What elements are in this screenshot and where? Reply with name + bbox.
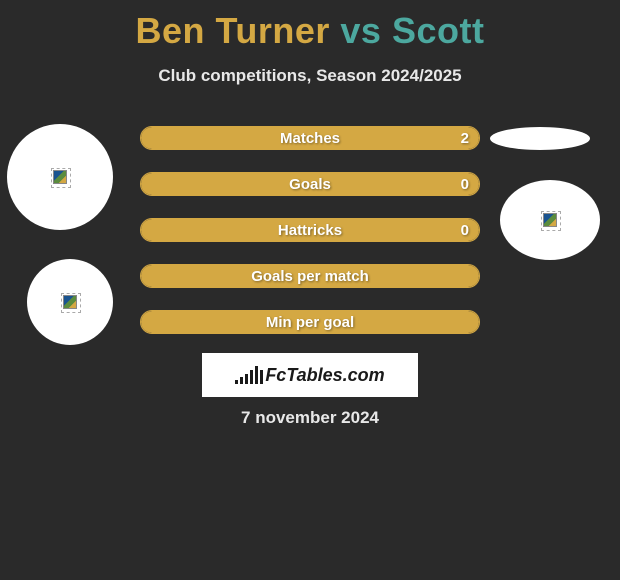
stats-container: Matches 2 Goals 0 Hattricks 0 Goals per …: [140, 126, 480, 356]
player1-avatar-large: [7, 124, 113, 230]
stat-row-min-per-goal: Min per goal: [140, 310, 480, 334]
image-placeholder-icon: [53, 170, 67, 184]
stat-label: Hattricks: [141, 219, 479, 241]
player1-club-logo: [27, 259, 113, 345]
branding-box[interactable]: FcTables.com: [202, 353, 418, 397]
stat-label: Goals per match: [141, 265, 479, 287]
subtitle: Club competitions, Season 2024/2025: [0, 66, 620, 86]
stat-label: Goals: [141, 173, 479, 195]
stat-row-matches: Matches 2: [140, 126, 480, 150]
branding-text: FcTables.com: [265, 365, 384, 386]
stat-row-goals-per-match: Goals per match: [140, 264, 480, 288]
fctables-logo: FcTables.com: [235, 365, 384, 386]
stat-row-goals: Goals 0: [140, 172, 480, 196]
comparison-title: Ben Turner vs Scott: [0, 0, 620, 52]
date-label: 7 november 2024: [0, 408, 620, 428]
fctables-bars-icon: [235, 366, 263, 384]
stat-value: 0: [461, 173, 469, 195]
image-placeholder-icon: [63, 295, 77, 309]
player2-club-logo: [500, 180, 600, 260]
player2-name: Scott: [392, 10, 485, 51]
stat-row-hattricks: Hattricks 0: [140, 218, 480, 242]
player2-avatar-ellipse: [490, 127, 590, 150]
player1-name: Ben Turner: [136, 10, 330, 51]
image-placeholder-icon: [543, 213, 557, 227]
vs-separator: vs: [340, 10, 381, 51]
stat-label: Min per goal: [141, 311, 479, 333]
stat-label: Matches: [141, 127, 479, 149]
stat-value: 0: [461, 219, 469, 241]
stat-value: 2: [461, 127, 469, 149]
